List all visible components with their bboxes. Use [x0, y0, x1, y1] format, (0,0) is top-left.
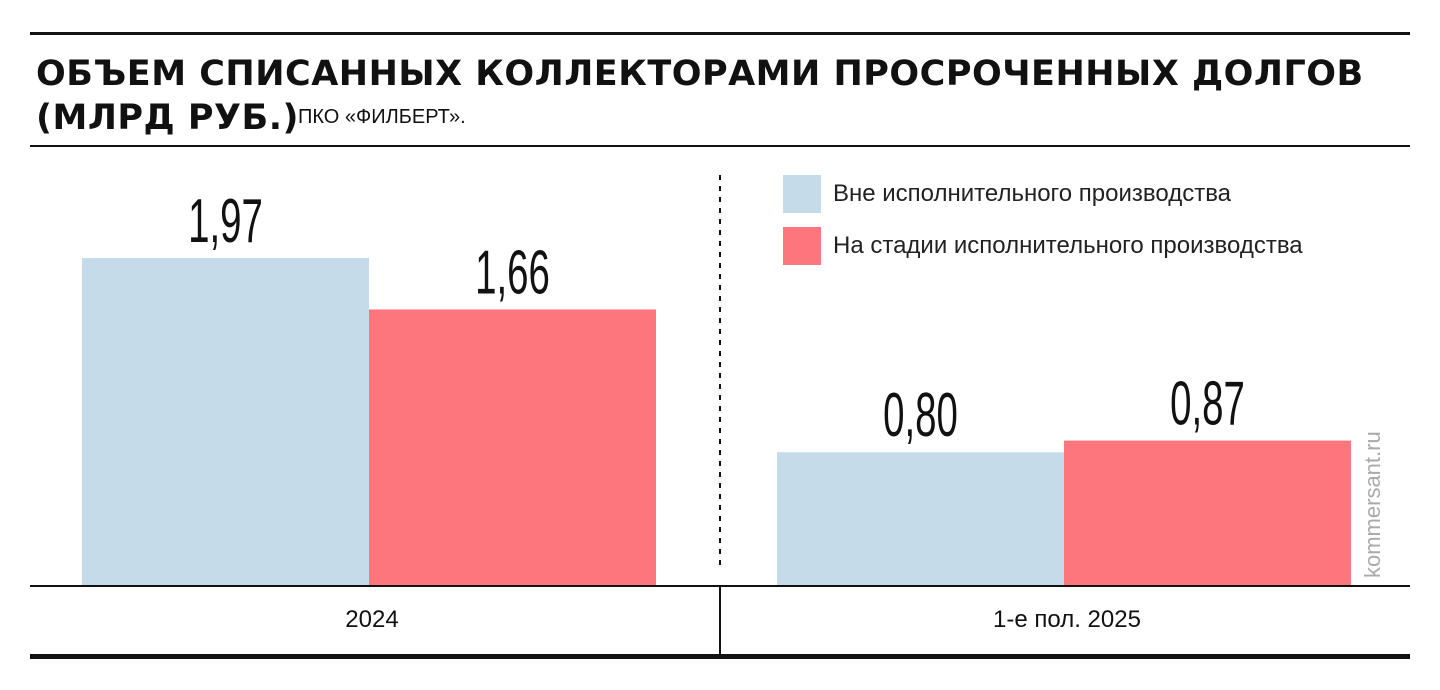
chart-baseline — [30, 585, 1410, 587]
legend: Вне исполнительного производства На стад… — [783, 168, 1303, 272]
x-label-2024: 2024 — [345, 606, 399, 633]
legend-item-enforcement-stage: На стадии исполнительного производства — [783, 220, 1303, 272]
chart-title-line1: ОБЪЕМ СПИСАННЫХ КОЛЛЕКТОРАМИ ПРОСРОЧЕННЫ… — [36, 54, 1364, 94]
legend-swatch-blue — [783, 175, 821, 213]
top-rule — [30, 32, 1410, 35]
bottom-rule — [30, 654, 1410, 659]
bar-enforcement-1 — [1064, 440, 1351, 585]
source-credit: kommersant.ru — [1360, 431, 1385, 578]
category-divider — [719, 587, 721, 654]
legend-swatch-red — [783, 227, 821, 265]
data-label-outside-0: 1,97 — [188, 186, 263, 256]
bar-outside-1 — [777, 452, 1064, 585]
bar-outside-0 — [82, 258, 369, 585]
chart-title-line2: (МЛРД РУБ.) — [36, 98, 300, 138]
bar-enforcement-0 — [369, 309, 656, 585]
legend-label-enforcement-stage: На стадии исполнительного производства — [833, 232, 1303, 259]
chart-title: ОБЪЕМ СПИСАННЫХ КОЛЛЕКТОРАМИ ПРОСРОЧЕННЫ… — [36, 52, 1364, 140]
x-label-2025h1: 1-е пол. 2025 — [993, 606, 1141, 633]
chart-subtitle: ПКО «ФИЛБЕРТ». — [298, 106, 466, 128]
data-label-enforcement-0: 1,66 — [475, 237, 550, 307]
legend-item-outside-enforcement: Вне исполнительного производства — [783, 168, 1303, 220]
data-label-enforcement-1: 0,87 — [1170, 368, 1245, 438]
data-label-outside-1: 0,80 — [883, 380, 958, 450]
legend-label-outside-enforcement: Вне исполнительного производства — [833, 180, 1232, 207]
header-rule — [30, 145, 1410, 147]
